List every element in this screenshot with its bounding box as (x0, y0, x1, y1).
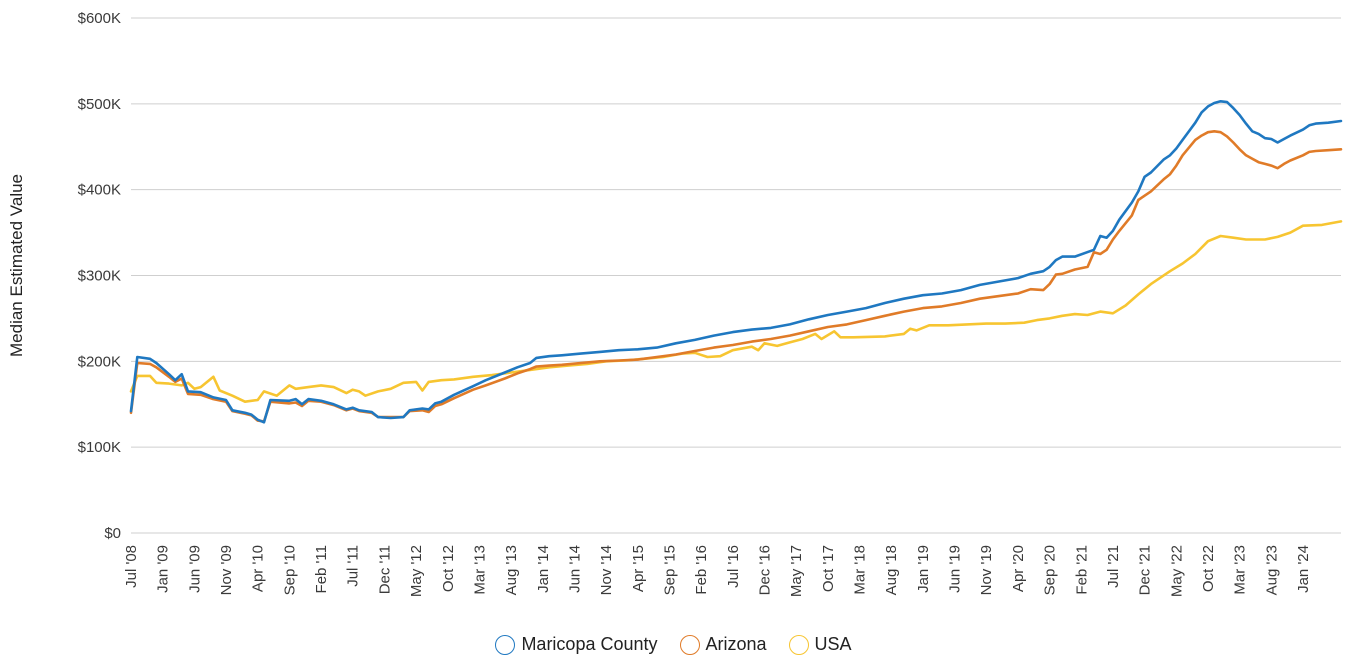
x-tick-label: Apr '15 (630, 545, 647, 592)
x-tick-label: Mar '13 (471, 545, 488, 595)
x-tick-label: Jan '24 (1295, 545, 1312, 593)
x-tick-label: Sep '20 (1042, 545, 1059, 595)
legend-label: Maricopa County (521, 634, 658, 654)
x-tick-label: Jul '21 (1105, 545, 1122, 588)
series-line-arizona (129, 130, 1343, 423)
x-tick-label: Sep '15 (661, 545, 678, 595)
x-tick-label: Jan '09 (155, 545, 172, 593)
x-tick-label: Jan '14 (535, 545, 552, 593)
series-line-usa (129, 220, 1343, 403)
x-tick-label: Feb '16 (693, 545, 710, 595)
x-tick-label: Mar '18 (852, 545, 869, 595)
x-tick-label: Jul '16 (725, 545, 742, 588)
series-line-maricopa-county (129, 100, 1343, 424)
x-tick-label: Jun '14 (566, 545, 583, 593)
x-tick-label: Jul '11 (345, 545, 362, 587)
x-axis-ticks: Jul '08 Jan '09 Jun '09 Nov '09 Apr '10 Sep '… (123, 545, 1312, 597)
series-lines (129, 100, 1343, 424)
x-tick-label: Aug '18 (883, 545, 900, 595)
legend-label: Arizona (705, 634, 767, 654)
gridlines (131, 17, 1341, 534)
legend: Maricopa County Arizona USA (0, 634, 1347, 655)
x-tick-label: Apr '20 (1010, 545, 1027, 592)
legend-swatch-icon (788, 634, 809, 655)
x-tick-label: Nov '09 (218, 545, 235, 595)
x-tick-label: May '22 (1168, 545, 1185, 597)
x-tick-label: Aug '13 (503, 545, 520, 595)
legend-label: USA (814, 634, 852, 654)
x-tick-label: Feb '21 (1073, 545, 1090, 595)
x-tick-label: Nov '14 (598, 545, 615, 595)
x-tick-label: May '17 (788, 545, 805, 597)
y-tick-label: $0 (104, 525, 121, 542)
x-tick-label: Feb '11 (313, 545, 330, 593)
y-axis-title: Median Estimated Value (7, 174, 26, 357)
y-tick-label: $100K (78, 439, 121, 456)
x-tick-label: Aug '23 (1263, 545, 1280, 595)
y-tick-label: $600K (78, 10, 121, 27)
y-tick-label: $500K (78, 96, 121, 113)
x-tick-label: Dec '16 (757, 545, 774, 595)
legend-swatch-icon (679, 634, 700, 655)
x-tick-label: Jul '08 (123, 545, 140, 588)
x-tick-label: Jan '19 (915, 545, 932, 593)
y-axis-ticks: $0 $100K $200K $300K $400K $500K $600K (78, 10, 121, 542)
x-tick-label: Oct '12 (440, 545, 457, 592)
x-tick-label: Mar '23 (1232, 545, 1249, 595)
x-tick-label: Sep '10 (281, 545, 298, 595)
x-tick-label: Apr '10 (250, 545, 267, 592)
y-tick-label: $300K (78, 268, 121, 285)
legend-item-usa[interactable]: USA (788, 634, 852, 655)
legend-item-arizona[interactable]: Arizona (679, 634, 767, 655)
x-tick-label: May '12 (408, 545, 425, 597)
x-tick-label: Dec '11 (376, 545, 393, 594)
x-tick-label: Oct '22 (1200, 545, 1217, 592)
y-tick-label: $400K (78, 182, 121, 199)
x-tick-label: Jun '09 (186, 545, 203, 593)
x-tick-label: Dec '21 (1137, 545, 1154, 595)
legend-swatch-icon (495, 634, 516, 655)
x-tick-label: Jun '19 (947, 545, 964, 593)
legend-item-maricopa-county[interactable]: Maricopa County (495, 634, 658, 655)
x-tick-label: Oct '17 (820, 545, 837, 592)
x-tick-label: Nov '19 (978, 545, 995, 595)
y-tick-label: $200K (78, 353, 121, 370)
